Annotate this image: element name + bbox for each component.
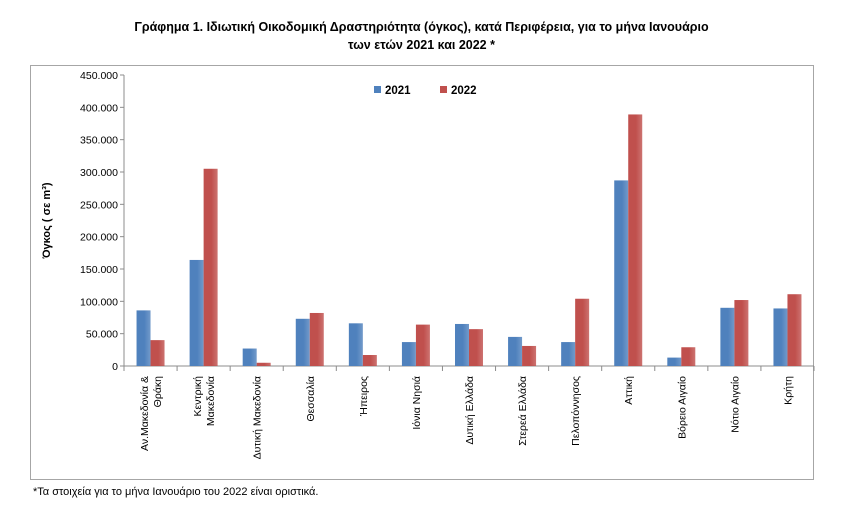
y-tick-label: 300.000	[80, 167, 118, 179]
legend-label-2021: 2021	[385, 85, 411, 97]
x-category-label: Ήπειρος	[358, 376, 370, 417]
bar-2022-3	[256, 362, 271, 366]
legend-swatch-2021	[374, 86, 381, 93]
y-tick-label: 50.000	[86, 329, 118, 341]
y-tick-label: 100.000	[80, 296, 118, 308]
bar-2022-9	[575, 298, 590, 366]
bar-2021-10	[614, 180, 629, 366]
bar-2022-10	[628, 114, 643, 367]
y-tick-label: 400.000	[80, 102, 118, 114]
bar-2021-8	[508, 336, 523, 366]
x-category-label: Στερεά Ελλάδα	[517, 376, 529, 446]
bar-2022-11	[681, 347, 696, 366]
x-category-label: Αττική	[623, 376, 635, 405]
bar-2021-11	[667, 357, 682, 366]
y-tick-label: 200.000	[80, 232, 118, 244]
y-tick-label: 150.000	[80, 264, 118, 276]
bar-2022-13	[787, 294, 802, 366]
bar-2021-3	[242, 348, 257, 366]
x-category-label: Δυτική Ελλάδα	[464, 376, 476, 445]
bar-2022-6	[415, 324, 430, 366]
y-tick-label: 250.000	[80, 199, 118, 211]
x-category-label: Ιόνια Νησιά	[411, 376, 423, 430]
x-category-label: Βόρειο Αιγαίο	[676, 376, 688, 439]
y-tick-label: 350.000	[80, 135, 118, 147]
chart-title-line-1: Γράφημα 1. Ιδιωτική Οικοδομική Δραστηριό…	[134, 20, 709, 34]
legend-label-2022: 2022	[451, 85, 477, 97]
x-category-label: Δυτική Μακεδονία	[252, 376, 264, 459]
x-category-label: Αν.Μακεδονία &Θράκη	[139, 376, 164, 451]
bar-2022-1	[150, 340, 165, 366]
bar-2021-5	[348, 323, 363, 366]
bar-2021-4	[295, 318, 310, 366]
y-tick-label: 0	[112, 361, 118, 373]
bar-2021-7	[455, 323, 469, 366]
y-tick-label: 450.000	[80, 70, 118, 82]
y-axis-title: Όγκος ( σε m³)	[41, 182, 53, 259]
bar-2022-12	[734, 300, 749, 366]
bar-2021-12	[720, 307, 735, 366]
chart-title-line-2: των ετών 2021 και 2022 *	[348, 38, 495, 52]
bar-2022-7	[469, 329, 483, 366]
x-category-label: Πελοπόννησος	[570, 376, 582, 446]
bar-2021-9	[561, 342, 576, 366]
x-category-label: ΚεντρικήΜακεδονία	[192, 376, 217, 426]
bar-2022-4	[309, 312, 324, 366]
bar-2021-6	[401, 342, 416, 366]
bar-2021-13	[773, 308, 788, 366]
chart-frame	[30, 65, 814, 480]
bar-2022-5	[362, 355, 377, 366]
x-category-label: Θεσσαλία	[305, 376, 317, 422]
bar-2022-8	[522, 345, 537, 366]
footnote: *Τα στοιχεία για το μήνα Ιανουάριο του 2…	[33, 486, 319, 498]
bar-2022-2	[203, 168, 218, 366]
x-category-label: Νότιο Αιγαίο	[729, 376, 741, 433]
legend-swatch-2022	[440, 86, 447, 93]
x-category-label: Κρήτη	[782, 376, 794, 405]
bar-2021-2	[189, 259, 204, 366]
bar-2021-1	[136, 310, 151, 366]
